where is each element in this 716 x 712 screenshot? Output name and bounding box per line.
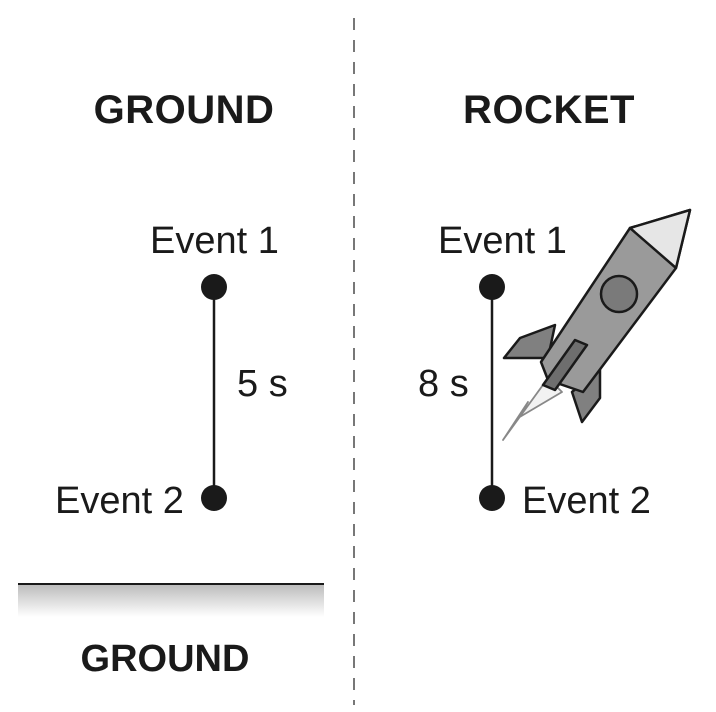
rocket-event1-dot xyxy=(479,274,505,300)
ground-event1-label: Event 1 xyxy=(150,220,279,262)
ground-surface-label: GROUND xyxy=(80,638,250,680)
rocket-event2-dot xyxy=(479,485,505,511)
ground-event2-label: Event 2 xyxy=(55,480,184,522)
rocket-panel-title: ROCKET xyxy=(463,88,635,132)
ground-interval-label: 5 s xyxy=(237,363,288,405)
rocket-icon xyxy=(502,208,692,441)
rocket-event2-label: Event 2 xyxy=(522,480,651,522)
ground-surface xyxy=(18,583,324,617)
rocket-interval-label: 8 s xyxy=(418,363,469,405)
ground-event1-dot xyxy=(201,274,227,300)
ground-event2-dot xyxy=(201,485,227,511)
ground-timeline xyxy=(201,274,227,511)
rocket-event1-label: Event 1 xyxy=(438,220,567,262)
ground-panel-title: GROUND xyxy=(93,88,275,132)
rocket-timeline xyxy=(479,274,505,511)
